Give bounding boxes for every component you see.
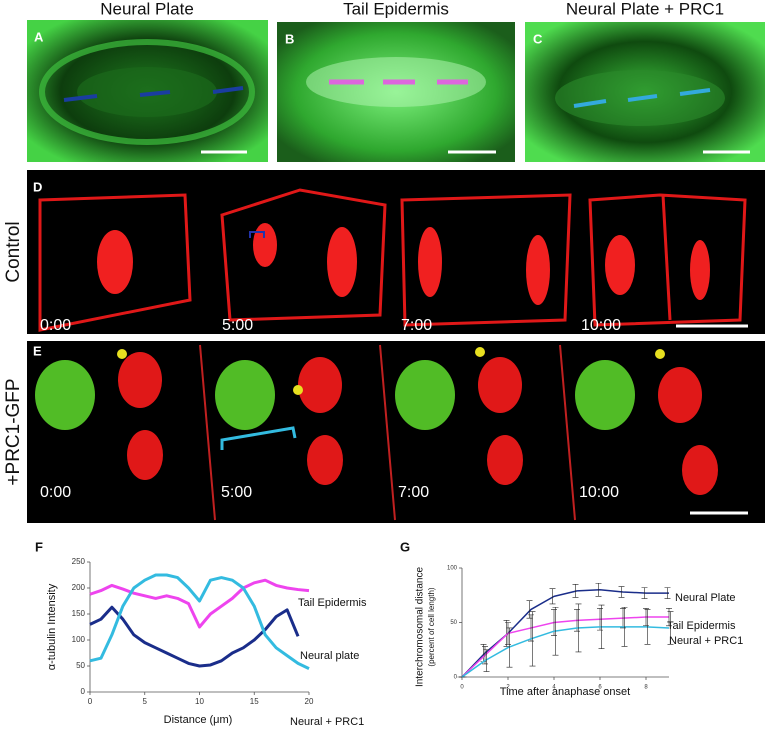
y-axis-sublabel: (percent of cell length) [427,587,436,666]
x-tick-label: 0 [460,685,464,691]
error-bar [595,582,602,597]
error-bar [644,609,651,645]
series-label: Neural + PRC1 [290,716,364,728]
micrograph-e: E 0:00 5:00 7:00 10:00 [27,341,765,523]
error-bar [505,622,511,645]
column-title: Neural Plate [100,0,194,18]
panel-letter: F [35,539,43,554]
x-axis-label: Time after anaphase onset [500,686,630,698]
time-stamp: 10:00 [581,317,621,334]
error-bar [575,603,582,653]
error-bar [483,649,490,672]
error-bar [641,587,648,599]
column-title: Neural Plate + PRC1 [566,0,724,18]
error-bar [552,606,559,656]
time-stamp: 5:00 [221,484,252,501]
micrograph-b: B [277,22,515,162]
error-bar [529,611,536,667]
series-line [461,589,669,678]
y-axis-label: α-tubulin Intensity [46,583,58,670]
series-line [461,626,670,678]
column-title: Tail Epidermis [343,0,449,18]
error-bar [666,608,672,627]
error-bar [503,620,510,647]
x-tick-label: 0 [88,697,93,706]
x-tick-label: 8 [644,685,648,691]
y-tick-label: 200 [72,583,86,592]
x-tick-label: 2 [506,685,510,691]
y-tick-label: 150 [72,609,86,618]
row-label: +PRC1-GFP [3,378,24,485]
y-tick-label: 250 [72,557,86,566]
x-tick-label: 15 [250,697,259,706]
error-bar [506,627,513,668]
error-bar [572,584,579,598]
panel-letter: E [33,343,42,358]
x-axis-label: Distance (μm) [164,714,233,726]
time-stamp: 10:00 [579,484,619,501]
y-tick-label: 0 [81,687,86,696]
y-axis-label: Interchromosomal distance [415,567,426,687]
time-stamp: 5:00 [222,317,253,334]
series-line [89,578,310,629]
y-tick-label: 100 [447,566,458,572]
micrograph-d: D 0:00 5:00 7:00 10:00 [27,170,765,334]
y-tick-label: 50 [76,661,85,670]
x-tick-label: 20 [305,697,314,706]
x-tick-label: 6 [598,685,602,691]
time-stamp: 0:00 [40,484,71,501]
row-label: Control [3,221,24,282]
error-bar [664,587,671,599]
y-tick-label: 0 [454,675,458,681]
error-bar [621,606,628,647]
error-bar [667,611,674,645]
series-line [461,616,669,678]
x-tick-label: 10 [195,697,204,706]
y-tick-label: 100 [72,635,86,644]
x-tick-label: 4 [552,685,556,691]
error-bar [620,608,626,629]
error-bar [526,600,533,619]
series-label: Neural plate [300,650,359,662]
error-bar [549,588,556,605]
micrograph-c: C [525,22,765,162]
series-label: Tail Epidermis [667,620,736,632]
error-bar [598,604,605,649]
time-stamp: 0:00 [40,317,71,334]
error-bar [618,586,625,598]
panel-letter: B [285,31,294,46]
panel-letter: C [533,31,543,46]
panel-letter: A [34,29,44,44]
series-label: Tail Epidermis [298,597,367,609]
x-tick-label: 5 [143,697,148,706]
series-label: Neural + PRC1 [669,635,743,647]
panel-letter: G [400,539,410,554]
error-bar [528,614,534,642]
series-line [89,573,310,670]
micrograph-a: A [27,20,268,162]
y-tick-label: 50 [450,620,457,626]
error-bar [643,608,649,627]
time-stamp: 7:00 [401,317,432,334]
panel-letter: D [33,179,42,194]
time-stamp: 7:00 [398,484,429,501]
series-label: Neural Plate [675,592,736,604]
